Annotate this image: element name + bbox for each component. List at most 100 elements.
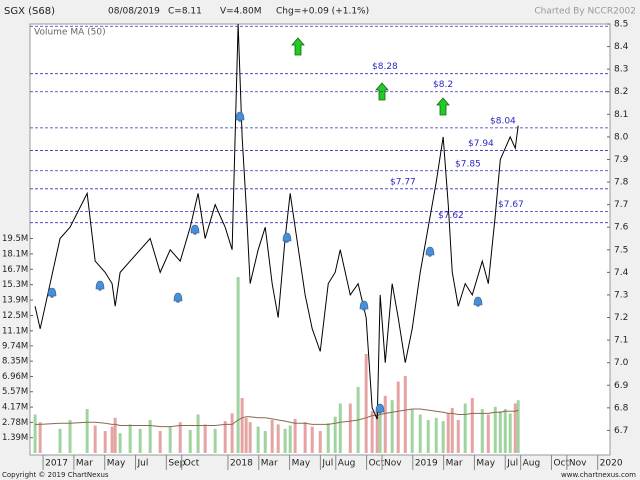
volume-bar xyxy=(128,424,132,453)
alert-bell xyxy=(190,224,200,235)
y2-tick-label: 6.96M xyxy=(2,372,28,382)
y2-tick-label: 16.7M xyxy=(2,265,28,275)
copyright: Copyright © 2019 ChartNexus xyxy=(2,471,109,479)
volume-bar xyxy=(463,403,467,453)
volume-bar xyxy=(248,422,252,453)
y2-tick-label: 9.74M xyxy=(2,341,28,351)
x-tick-label: Jul xyxy=(506,459,518,469)
alert-bell xyxy=(359,300,369,311)
level-label: $8.28 xyxy=(372,62,398,72)
volume-bar xyxy=(403,376,407,453)
x-tick-label: Oct xyxy=(184,459,200,469)
volume-bar xyxy=(383,395,387,453)
y2-tick-label: 1.39M xyxy=(2,433,28,443)
volume-bar xyxy=(213,428,217,453)
x-tick-label: Oct xyxy=(369,459,385,469)
y-tick-label: 8.0 xyxy=(614,132,629,142)
header-change: Chg=+0.09 (+1.1%) xyxy=(276,7,369,17)
volume-bar xyxy=(188,429,192,453)
volume-bar xyxy=(276,424,280,453)
volume-bar xyxy=(338,403,342,453)
y-tick-label: 8.5 xyxy=(614,20,628,30)
legend-entry: Volume MA (50) xyxy=(34,28,106,38)
volume-bar xyxy=(513,403,517,453)
volume-bar xyxy=(293,418,297,453)
alert-bell xyxy=(173,292,183,303)
x-tick-label: 2017 xyxy=(45,459,68,469)
x-tick-label: Jul xyxy=(137,459,149,469)
up-arrow xyxy=(436,97,450,116)
volume-bar xyxy=(493,406,497,453)
volume-bar xyxy=(378,414,382,453)
level-label: $7.62 xyxy=(438,211,464,221)
volume-bar xyxy=(240,398,244,453)
y-tick-label: 7.0 xyxy=(614,358,629,368)
volume-bar xyxy=(288,425,292,453)
y-tick-label: 7.5 xyxy=(614,245,628,255)
volume-bar xyxy=(508,413,512,453)
volume-bar xyxy=(103,431,107,453)
volume-bar xyxy=(58,428,62,453)
x-tick-label: Jul xyxy=(321,459,333,469)
y-tick-label: 8.4 xyxy=(614,42,629,52)
volume-bar xyxy=(370,411,374,453)
x-tick-label: 2020 xyxy=(600,459,623,469)
volume-bar xyxy=(283,428,287,453)
volume-bar xyxy=(456,420,460,453)
volume-bar xyxy=(270,420,274,453)
volume-bar xyxy=(446,413,450,453)
level-label: $7.85 xyxy=(455,159,481,169)
y2-tick-label: 12.5M xyxy=(2,311,28,321)
volume-bar xyxy=(38,422,42,453)
level-label: $7.67 xyxy=(498,200,524,210)
y-tick-label: 7.4 xyxy=(614,268,629,278)
header-volume: V=4.80M xyxy=(220,7,262,17)
level-label: $7.77 xyxy=(390,177,416,187)
volume-bar xyxy=(148,420,152,453)
volume-bar xyxy=(223,421,227,453)
volume-bar xyxy=(450,407,454,453)
level-label: $8.2 xyxy=(433,80,453,90)
level-label: $7.94 xyxy=(468,139,494,149)
y2-tick-label: 11.1M xyxy=(2,326,28,336)
volume-bar xyxy=(68,420,72,453)
y2-tick-label: 18.1M xyxy=(2,249,28,259)
y2-tick-label: 19.5M xyxy=(2,234,28,244)
y-tick-label: 6.7 xyxy=(614,426,628,436)
y-tick-label: 7.1 xyxy=(614,336,628,346)
volume-bar xyxy=(426,420,430,453)
volume-bar xyxy=(480,409,484,453)
website: www.chartnexus.com xyxy=(561,471,636,479)
x-tick-label: May xyxy=(107,459,126,469)
y2-tick-label: 15.3M xyxy=(2,280,28,290)
x-tick-label: 2019 xyxy=(415,459,438,469)
y2-tick-label: 5.57M xyxy=(2,387,28,397)
volume-bar xyxy=(196,414,200,453)
x-tick-label: Aug xyxy=(338,459,356,469)
volume-bar xyxy=(110,426,114,453)
y-tick-label: 7.2 xyxy=(614,313,628,323)
x-tick-label: Sep xyxy=(168,459,185,469)
alert-bell xyxy=(375,403,385,414)
x-tick-label: Oct xyxy=(553,459,569,469)
y-tick-label: 6.8 xyxy=(614,403,629,413)
volume-bar xyxy=(256,426,260,453)
volume-bar xyxy=(390,400,394,453)
x-tick-label: Mar xyxy=(76,459,93,469)
volume-bar xyxy=(244,417,248,453)
volume-bar xyxy=(118,433,122,453)
alert-bell xyxy=(425,246,435,257)
alert-bell xyxy=(473,296,483,307)
signal-arrows xyxy=(291,37,450,116)
x-tick-label: Aug xyxy=(523,459,541,469)
credit: Charted By NCCR2002 xyxy=(534,7,636,17)
volume-bar xyxy=(434,417,438,453)
y-tick-label: 7.3 xyxy=(614,290,628,300)
volume-bar xyxy=(113,417,117,453)
price-line xyxy=(34,23,519,420)
x-tick-label: Nov xyxy=(569,459,587,469)
volume-bar xyxy=(230,413,234,453)
alert-bell xyxy=(47,287,57,298)
x-tick-label: Nov xyxy=(384,459,402,469)
volume-bar xyxy=(178,422,182,453)
